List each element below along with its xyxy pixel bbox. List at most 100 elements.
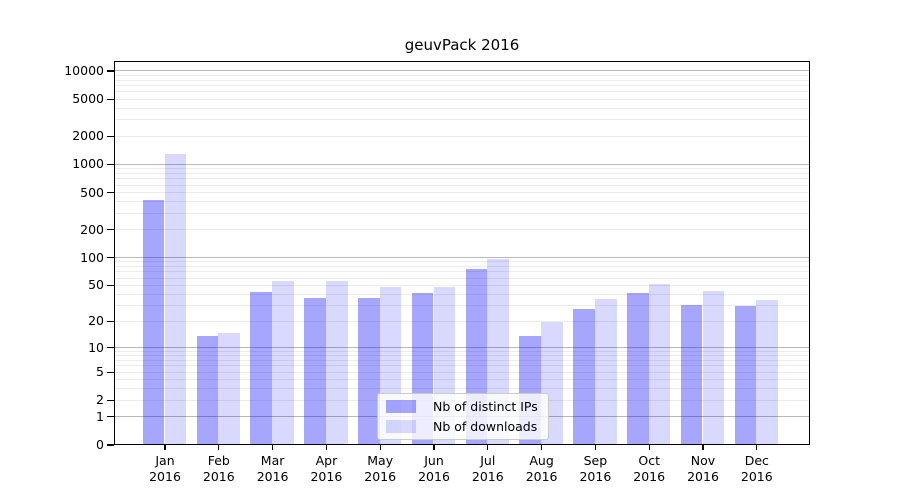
x-tick-year: 2016	[202, 468, 235, 484]
y-tick-mark	[107, 347, 114, 349]
gridline-minor	[115, 119, 809, 121]
x-tick-mark	[487, 445, 489, 450]
bar-downloads-feb	[218, 332, 240, 444]
x-tick-year: 2016	[633, 468, 666, 484]
gridline-minor	[115, 84, 809, 86]
gridline-minor	[115, 192, 809, 194]
x-tick-mark	[756, 445, 758, 450]
x-tick-label-mar: Mar 2016	[243, 453, 303, 484]
x-tick-year: 2016	[687, 468, 719, 484]
chart-title: geuvPack 2016	[404, 36, 520, 54]
y-tick-label: 1000	[72, 156, 104, 172]
gridline-minor	[115, 74, 809, 76]
y-tick-mark	[107, 284, 114, 286]
bar-downloads-dec	[756, 300, 778, 444]
gridline-major	[115, 70, 809, 72]
bar-distinct-ips-feb	[196, 335, 219, 444]
gridline-minor	[115, 261, 809, 263]
gridline-minor	[115, 351, 809, 352]
y-tick-mark	[107, 191, 114, 194]
x-tick-month: Apr	[315, 453, 338, 468]
y-tick-label: 1	[96, 408, 104, 424]
y-tick-label: 5000	[72, 91, 104, 107]
y-tick-mark	[107, 229, 114, 231]
gridline-minor	[115, 277, 809, 279]
x-tick-month: Jan	[155, 453, 175, 468]
bar-distinct-ips-mar	[250, 291, 273, 444]
gridline-major	[115, 347, 809, 349]
x-tick-year: 2016	[310, 468, 343, 484]
x-tick-mark	[272, 445, 274, 450]
gridline-minor	[115, 79, 809, 81]
gridline-minor	[115, 365, 809, 367]
x-tick-year: 2016	[256, 468, 289, 484]
y-tick-label: 0	[96, 437, 104, 452]
gridline-minor	[115, 173, 809, 174]
bar-distinct-ips-oct	[627, 292, 649, 444]
x-tick-month: Oct	[638, 453, 660, 468]
y-tick-label: 50	[88, 277, 104, 293]
x-tick-label-jan: Jan 2016	[135, 453, 195, 484]
y-tick-label: 10000	[64, 62, 104, 78]
x-tick-month: Jul	[480, 453, 496, 468]
x-tick-label-aug: Aug 2016	[512, 453, 572, 484]
x-tick-year: 2016	[740, 468, 773, 484]
y-tick-mark	[107, 399, 114, 401]
y-tick-label: 5	[96, 364, 104, 380]
gridline-minor	[115, 168, 809, 170]
x-tick-month: May	[367, 453, 394, 468]
x-tick-month: Dec	[744, 453, 769, 468]
bar-downloads-apr	[325, 280, 348, 444]
x-tick-month: Sep	[583, 453, 608, 468]
gridline-minor	[115, 266, 809, 268]
bar-distinct-ips-jan	[142, 200, 165, 444]
x-tick-month: Nov	[690, 453, 716, 468]
legend: Nb of distinct IPs Nb of downloads	[377, 393, 549, 440]
x-tick-mark	[648, 445, 650, 450]
gridline-minor	[115, 98, 809, 100]
legend-label-downloads: Nb of downloads	[433, 419, 538, 434]
x-tick-mark	[702, 445, 704, 450]
x-tick-label-feb: Feb 2016	[189, 453, 249, 484]
y-tick-mark	[107, 163, 114, 166]
x-tick-year: 2016	[471, 468, 504, 484]
x-tick-label-sep: Sep 2016	[565, 453, 625, 484]
bar-downloads-nov	[702, 290, 725, 444]
x-tick-label-oct: Oct 2016	[619, 453, 679, 484]
y-tick-mark	[107, 70, 114, 72]
bar-distinct-ips-sep	[573, 308, 595, 444]
y-tick-label: 20	[88, 313, 104, 329]
x-tick-year: 2016	[579, 468, 612, 484]
x-tick-year: 2016	[525, 468, 558, 484]
y-tick-label: 2	[96, 392, 104, 408]
bar-downloads-sep	[594, 298, 617, 444]
gridline-minor	[115, 305, 809, 307]
bar-distinct-ips-nov	[680, 304, 703, 444]
bar-distinct-ips-dec	[734, 306, 757, 444]
x-tick-label-apr: Apr 2016	[296, 453, 356, 484]
gridline-minor	[115, 271, 809, 273]
gridline-minor	[115, 229, 809, 231]
x-tick-mark	[594, 445, 597, 450]
bar-downloads-jan	[164, 154, 187, 444]
y-tick-mark	[107, 320, 114, 322]
y-tick-mark	[107, 371, 114, 373]
x-tick-year: 2016	[418, 468, 450, 484]
x-tick-label-dec: Dec 2016	[727, 453, 787, 484]
bar-downloads-oct	[648, 284, 671, 444]
x-tick-month: Aug	[529, 453, 554, 468]
gridline-minor	[115, 184, 809, 186]
x-tick-month: Jun	[424, 453, 444, 468]
x-tick-mark	[325, 445, 328, 450]
y-tick-label: 2000	[72, 128, 104, 144]
legend-item-distinct-ips: Nb of distinct IPs	[386, 399, 538, 414]
y-tick-mark	[107, 416, 114, 418]
legend-swatch-downloads	[386, 420, 416, 433]
x-tick-month: Feb	[207, 453, 230, 468]
x-tick-mark	[164, 445, 166, 450]
gridline-minor	[115, 178, 809, 180]
gridline-major	[115, 163, 809, 165]
gridline-minor	[115, 320, 809, 322]
gridline-minor	[115, 107, 809, 109]
